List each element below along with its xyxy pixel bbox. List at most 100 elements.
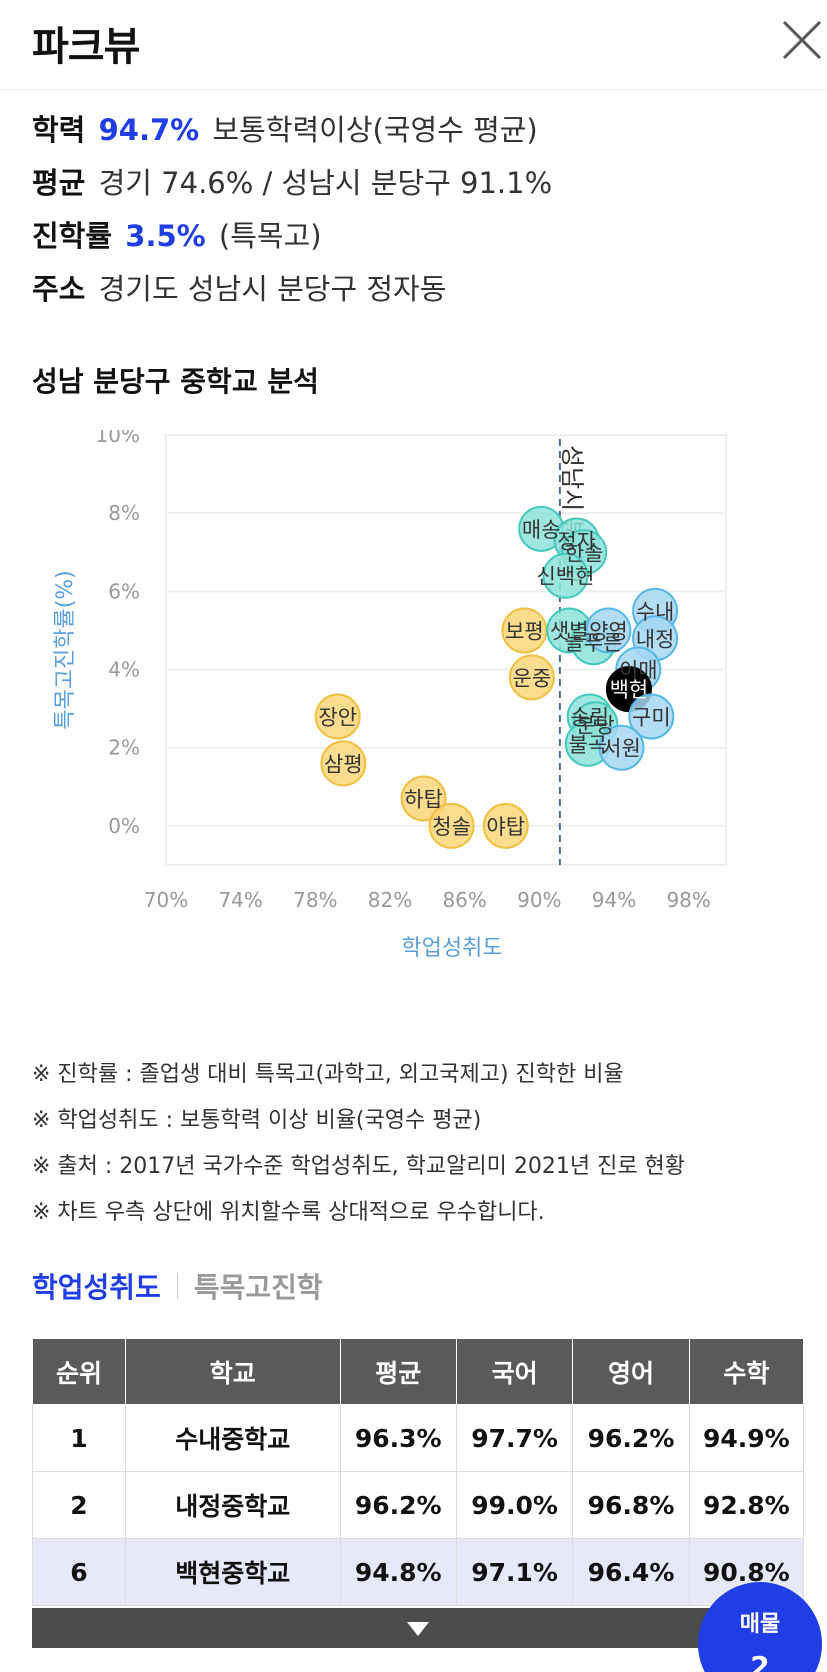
address-row: 주소 경기도 성남시 분당구 정자동 <box>32 263 812 316</box>
average-cell: 96.2% <box>339 1471 457 1539</box>
advance-label: 진학률 <box>32 219 113 253</box>
x-tick-label: 94% <box>592 888 636 912</box>
x-tick-label: 74% <box>218 888 262 912</box>
school-info: 학력 94.7% 보통학력이상(국영수 평균) 평균 경기 74.6% / 성남… <box>32 104 812 316</box>
achievement-desc: 보통학력이상(국영수 평균) <box>212 113 538 147</box>
listings-button[interactable]: 매물 2 <box>698 1582 822 1672</box>
section-title: 성남 분당구 중학교 분석 <box>32 365 319 398</box>
korean-cell: 97.7% <box>455 1404 574 1472</box>
data-point <box>400 775 447 822</box>
chart-svg: 10%8%6%4%2%0%70% 74% 78% 82% 86% 90% 94% 98%성남시… <box>53 423 727 961</box>
english-cell: 96.4% <box>572 1538 690 1606</box>
column-header: 영어 <box>572 1338 690 1405</box>
average-cell: 94.8% <box>339 1538 457 1606</box>
data-point-label: 장안 <box>318 705 357 729</box>
notes: ※ 진학률 : 졸업생 대비 특목고(과학고, 외고국제고) 진학한 비율 ※ … <box>32 1052 822 1236</box>
ranking-tabs: 학업성취도 특목고진학 <box>32 1262 323 1310</box>
x-tick-label: 78% <box>293 888 337 912</box>
y-tick-label: 0% <box>108 814 140 838</box>
achievement-row: 학력 94.7% 보통학력이상(국영수 평균) <box>32 104 812 157</box>
tab-divider <box>176 1273 178 1299</box>
column-header: 국어 <box>455 1338 574 1405</box>
achievement-label: 학력 <box>32 113 86 147</box>
y-axis-title: 특목고진학률(%) <box>53 570 78 730</box>
x-tick-label: 70% <box>144 888 188 912</box>
rank-cell: 2 <box>32 1471 126 1539</box>
data-point-label: 불곡 <box>569 733 608 757</box>
note-item: ※ 진학률 : 졸업생 대비 특목고(과학고, 외고국제고) 진학한 비율 <box>32 1062 624 1087</box>
data-point-label: 정자 <box>557 530 596 554</box>
average-text: 경기 74.6% / 성남시 분당구 91.1% <box>98 166 553 200</box>
column-header: 평균 <box>339 1338 457 1405</box>
table-row: 1 수내중학교 96.3% 97.7% 96.2% 94.9% <box>32 1404 805 1472</box>
data-point-label: 내정 <box>636 627 675 651</box>
advance-desc: (특목고) <box>218 219 322 253</box>
data-point-label: 양영 <box>589 619 628 643</box>
ranking-table: 순위 학교 평균 국어 영어 수학 1 수내중학교 96.3% 97.7% 96… <box>32 1338 805 1606</box>
y-tick-label: 4% <box>108 658 140 682</box>
data-point <box>320 740 367 787</box>
expand-table-button[interactable] <box>32 1608 804 1648</box>
data-point-label: 서원 <box>602 737 641 761</box>
tab-achievement[interactable]: 학업성취도 <box>32 1271 161 1304</box>
data-point <box>508 654 555 701</box>
math-cell: 94.9% <box>688 1404 805 1472</box>
column-header: 학교 <box>124 1338 341 1405</box>
data-point <box>628 693 675 740</box>
y-tick-label: 10% <box>96 430 140 447</box>
data-point <box>314 693 361 740</box>
x-tick-label: 98% <box>666 888 710 912</box>
data-point-label: 운중 <box>513 666 552 690</box>
data-point-label: 송림 <box>570 705 609 729</box>
data-point-label: 야탑 <box>486 815 525 839</box>
school-cell: 백현중학교 <box>124 1538 341 1606</box>
x-tick-label: 86% <box>442 888 486 912</box>
tab-special-school[interactable]: 특목고진학 <box>193 1271 323 1304</box>
average-cell: 96.3% <box>339 1404 457 1472</box>
y-tick-label: 8% <box>108 501 140 525</box>
table-row: 2 내정중학교 96.2% 99.0% 96.8% 92.8% <box>32 1471 805 1539</box>
data-point-label: 샛별 <box>550 619 589 643</box>
x-tick-label: 82% <box>368 888 412 912</box>
average-label: 평균 <box>32 166 86 200</box>
scatter-chart: 10% 8% 6% 4% 2% 0% 70% 74% 78% 82% 86% 90% 94% 98% 성남시… <box>30 423 810 1030</box>
listings-count: 2 <box>750 1650 770 1672</box>
note-item: ※ 차트 우측 상단에 위치할수록 상대적으로 우수합니다. <box>32 1200 545 1225</box>
data-point-label: 삼평 <box>324 752 363 776</box>
address-label: 주소 <box>32 272 86 306</box>
data-point-label: 분당 <box>576 713 615 737</box>
average-row: 평균 경기 74.6% / 성남시 분당구 91.1% <box>32 157 812 210</box>
y-tick-label: 6% <box>108 579 140 603</box>
data-point-label: 보평 <box>505 619 544 643</box>
school-cell: 내정중학교 <box>124 1471 341 1539</box>
data-point-label: 수내 <box>636 600 675 624</box>
english-cell: 96.2% <box>572 1404 690 1472</box>
column-header: 순위 <box>32 1338 126 1405</box>
math-cell: 92.8% <box>688 1471 805 1539</box>
page-title: 파크뷰 <box>32 24 140 70</box>
data-point <box>542 552 589 599</box>
y-tick-label: 2% <box>108 736 140 760</box>
data-point-label: 하탑 <box>404 788 443 812</box>
listings-label: 매물 <box>739 1612 781 1637</box>
x-axis-title: 학업성취도 <box>401 936 502 961</box>
close-icon[interactable] <box>780 18 824 62</box>
data-point-label: 구미 <box>632 705 671 729</box>
data-point-label: 신백현 <box>536 565 594 589</box>
korean-cell: 97.1% <box>455 1538 574 1606</box>
data-point <box>598 724 645 771</box>
english-cell: 96.8% <box>572 1471 690 1539</box>
data-point-label: 늘푸른 <box>564 631 622 655</box>
table-header-row: 순위 학교 평균 국어 영어 수학 <box>32 1338 805 1405</box>
data-point-label: 한솔 <box>565 541 604 565</box>
data-point-label: 청솔 <box>432 815 471 839</box>
data-point-label: 매송 <box>522 518 561 542</box>
advance-value: 3.5% <box>125 219 206 253</box>
advance-row: 진학률 3.5% (특목고) <box>32 210 812 263</box>
korean-cell: 99.0% <box>455 1471 574 1539</box>
table-row-highlighted: 6 백현중학교 94.8% 97.1% 96.4% 90.8% <box>32 1538 805 1606</box>
column-header: 수학 <box>688 1338 805 1405</box>
data-point-label: 이매 <box>619 659 658 683</box>
achievement-value: 94.7% <box>98 113 200 147</box>
rank-cell: 6 <box>32 1538 126 1606</box>
